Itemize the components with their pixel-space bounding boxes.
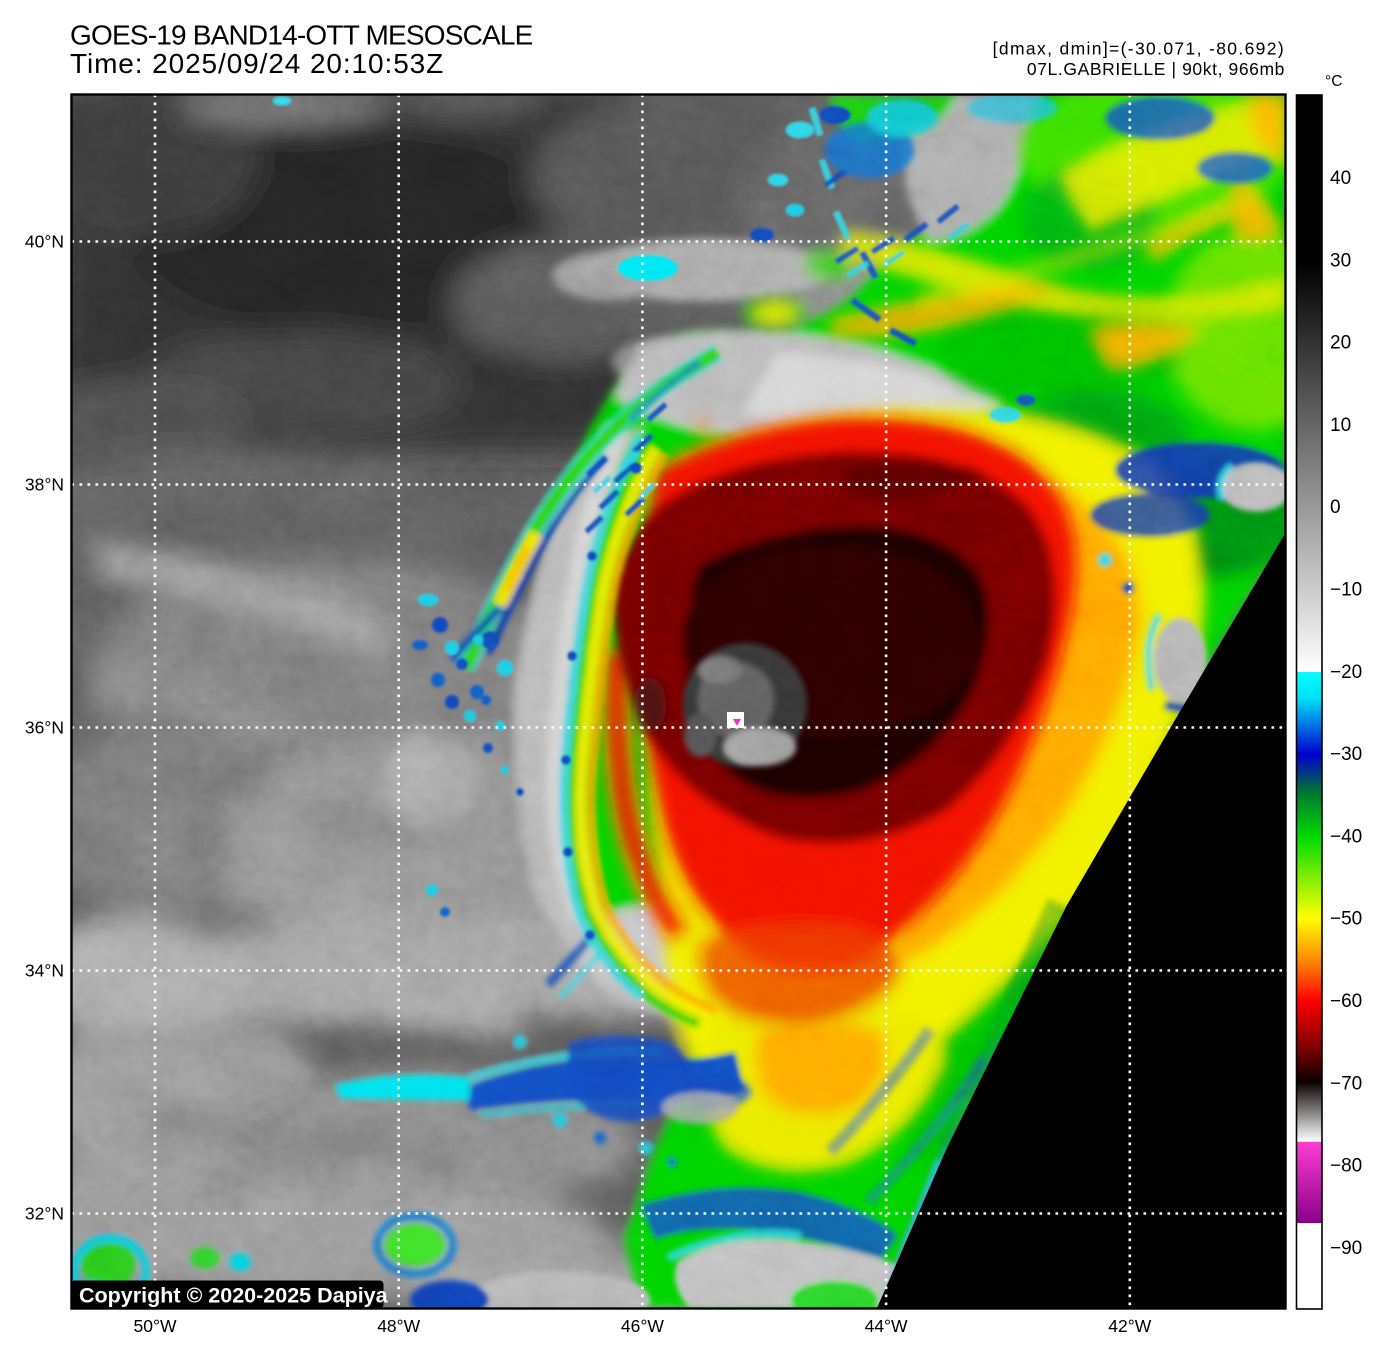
svg-text:Time: 2025/09/24 20:10:53Z: Time: 2025/09/24 20:10:53Z (70, 48, 444, 79)
svg-text:−90: −90 (1330, 1238, 1362, 1259)
svg-text:34°N: 34°N (25, 961, 64, 981)
svg-text:38°N: 38°N (25, 475, 64, 495)
svg-text:46°W: 46°W (621, 1316, 664, 1336)
svg-text:07L.GABRIELLE | 90kt, 966mb: 07L.GABRIELLE | 90kt, 966mb (1027, 59, 1285, 79)
svg-text:10: 10 (1330, 415, 1351, 436)
svg-text:44°W: 44°W (865, 1316, 908, 1336)
svg-text:−20: −20 (1330, 662, 1362, 683)
svg-text:50°W: 50°W (134, 1316, 177, 1336)
svg-text:[dmax, dmin]=(-30.071, -80.692: [dmax, dmin]=(-30.071, -80.692) (993, 39, 1285, 59)
svg-text:−40: −40 (1330, 826, 1362, 847)
svg-text:Copyright © 2020-2025 Dapiya: Copyright © 2020-2025 Dapiya (79, 1284, 389, 1308)
svg-text:40: 40 (1330, 168, 1351, 189)
svg-text:20: 20 (1330, 333, 1351, 354)
svg-text:−30: −30 (1330, 744, 1362, 765)
svg-text:GOES-19 BAND14-OTT MESOSCALE: GOES-19 BAND14-OTT MESOSCALE (70, 20, 533, 51)
svg-text:−10: −10 (1330, 580, 1362, 601)
svg-text:−80: −80 (1330, 1156, 1362, 1177)
svg-text:−70: −70 (1330, 1073, 1362, 1094)
svg-text:42°W: 42°W (1108, 1316, 1151, 1336)
svg-text:−60: −60 (1330, 991, 1362, 1012)
svg-text:36°N: 36°N (25, 718, 64, 738)
svg-text:0: 0 (1330, 497, 1341, 518)
svg-text:48°W: 48°W (377, 1316, 420, 1336)
svg-text:32°N: 32°N (25, 1204, 64, 1224)
svg-text:−50: −50 (1330, 909, 1362, 930)
svg-text:30: 30 (1330, 250, 1351, 271)
svg-text:°C: °C (1325, 73, 1342, 90)
svg-text:40°N: 40°N (25, 232, 64, 252)
